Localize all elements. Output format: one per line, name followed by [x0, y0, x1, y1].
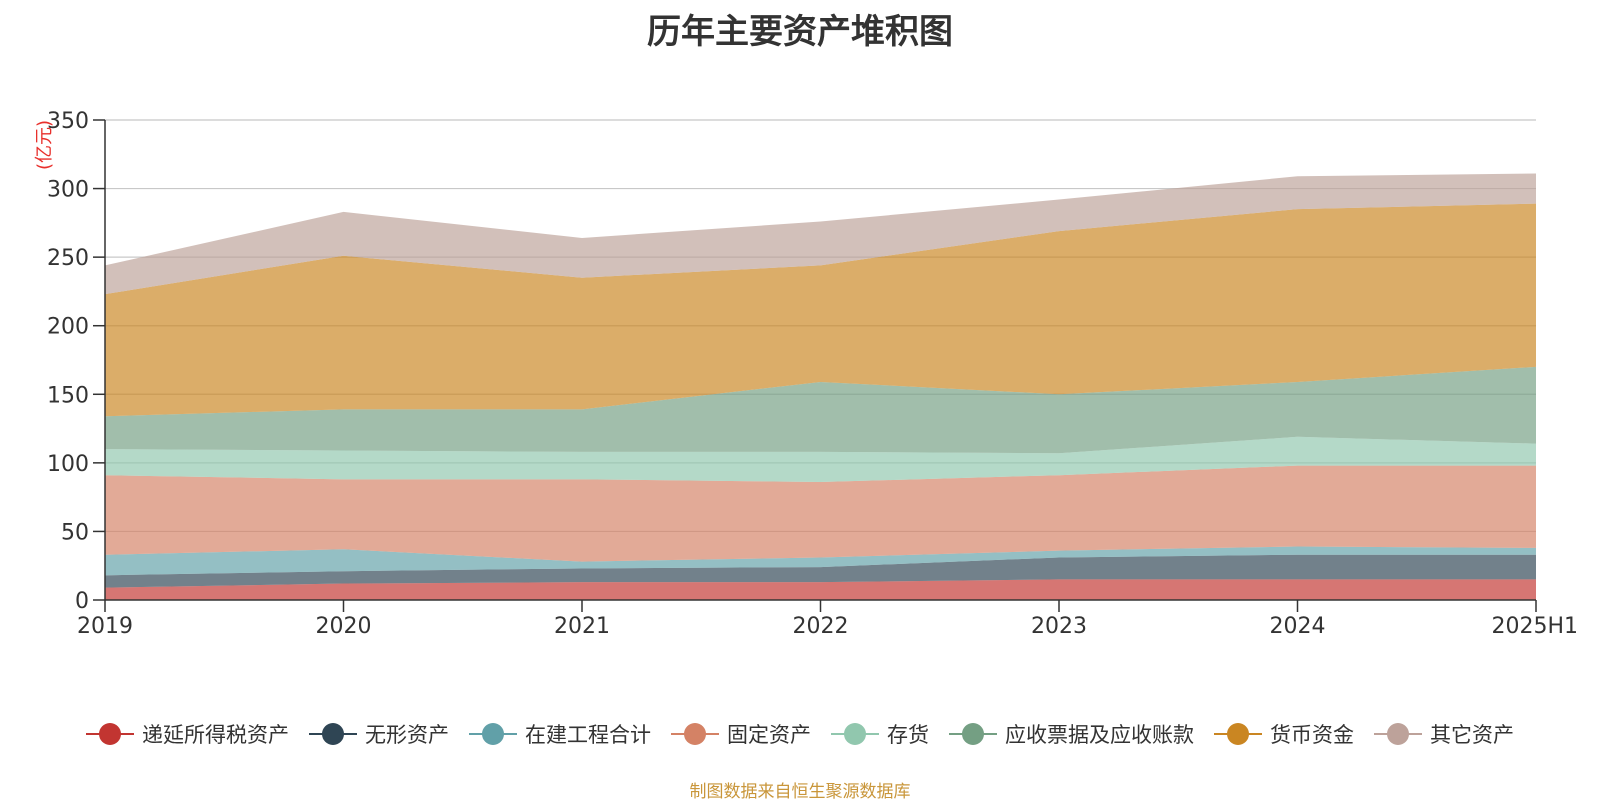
x-tick-label: 2021: [554, 614, 610, 639]
legend-marker-icon: [1374, 722, 1422, 746]
legend: 递延所得税资产 无形资产 在建工程合计 固定资产 存货 应收票据及应收账款 货币资金 其它资产: [0, 714, 1600, 754]
legend-item[interactable]: 其它资产: [1374, 719, 1514, 749]
x-tick-label: 2019: [77, 614, 133, 639]
legend-marker-icon: [949, 722, 997, 746]
y-tick-label: 100: [47, 452, 89, 477]
data-point: [1057, 198, 1061, 202]
x-tick-label: 2024: [1270, 614, 1326, 639]
x-tick-label: 2022: [793, 614, 849, 639]
area-series-1: [105, 554, 1536, 588]
legend-marker-icon: [671, 722, 719, 746]
area-series-5: [105, 366, 1536, 454]
area-series-4: [105, 436, 1536, 483]
data-point: [342, 210, 346, 214]
legend-marker-icon: [86, 722, 134, 746]
area-series-6: [105, 203, 1536, 417]
y-tick-label: 0: [75, 589, 89, 614]
data-point: [1534, 171, 1538, 175]
legend-item[interactable]: 固定资产: [671, 719, 811, 749]
legend-marker-icon: [309, 722, 357, 746]
legend-item[interactable]: 在建工程合计: [469, 719, 651, 749]
legend-label: 在建工程合计: [525, 723, 651, 747]
legend-label: 无形资产: [365, 723, 449, 747]
y-tick-label: 50: [61, 520, 89, 545]
legend-marker-icon: [831, 722, 879, 746]
legend-item[interactable]: 无形资产: [309, 719, 449, 749]
x-tick-label: 2023: [1031, 614, 1087, 639]
chart-title: 历年主要资产堆积图: [647, 12, 953, 52]
y-tick-label: 350: [47, 109, 89, 134]
area-series-2: [105, 546, 1536, 576]
legend-label: 其它资产: [1430, 723, 1514, 747]
legend-item[interactable]: 递延所得税资产: [86, 719, 289, 749]
y-tick-label: 250: [47, 246, 89, 271]
y-tick-label: 200: [47, 315, 89, 340]
source-note: 制图数据来自恒生聚源数据库: [689, 782, 911, 802]
legend-label: 货币资金: [1270, 723, 1354, 747]
area-series: [105, 171, 1538, 600]
area-series-3: [105, 465, 1536, 562]
legend-marker-icon: [1214, 722, 1262, 746]
legend-item[interactable]: 存货: [831, 719, 929, 749]
legend-label: 存货: [887, 723, 929, 747]
data-point: [819, 219, 823, 223]
data-point: [580, 236, 584, 240]
legend-item[interactable]: 货币资金: [1214, 719, 1354, 749]
y-tick-label: 300: [47, 178, 89, 203]
y-tick-label: 150: [47, 383, 89, 408]
axes: 0 50 100 150 200 250 300 350 2019 2020 2021 2022 202…: [34, 109, 1578, 639]
legend-marker-icon: [469, 722, 517, 746]
legend-item[interactable]: 应收票据及应收账款: [949, 719, 1194, 749]
y-axis-label: (亿元): [34, 120, 55, 170]
x-tick-label: 2025H1: [1491, 614, 1578, 639]
data-point: [1296, 174, 1300, 178]
legend-label: 应收票据及应收账款: [1005, 723, 1194, 747]
legend-label: 固定资产: [727, 723, 811, 747]
x-tick-label: 2020: [316, 614, 372, 639]
area-series-0: [105, 579, 1536, 600]
area-series-7: [105, 173, 1536, 295]
legend-label: 递延所得税资产: [142, 723, 289, 747]
